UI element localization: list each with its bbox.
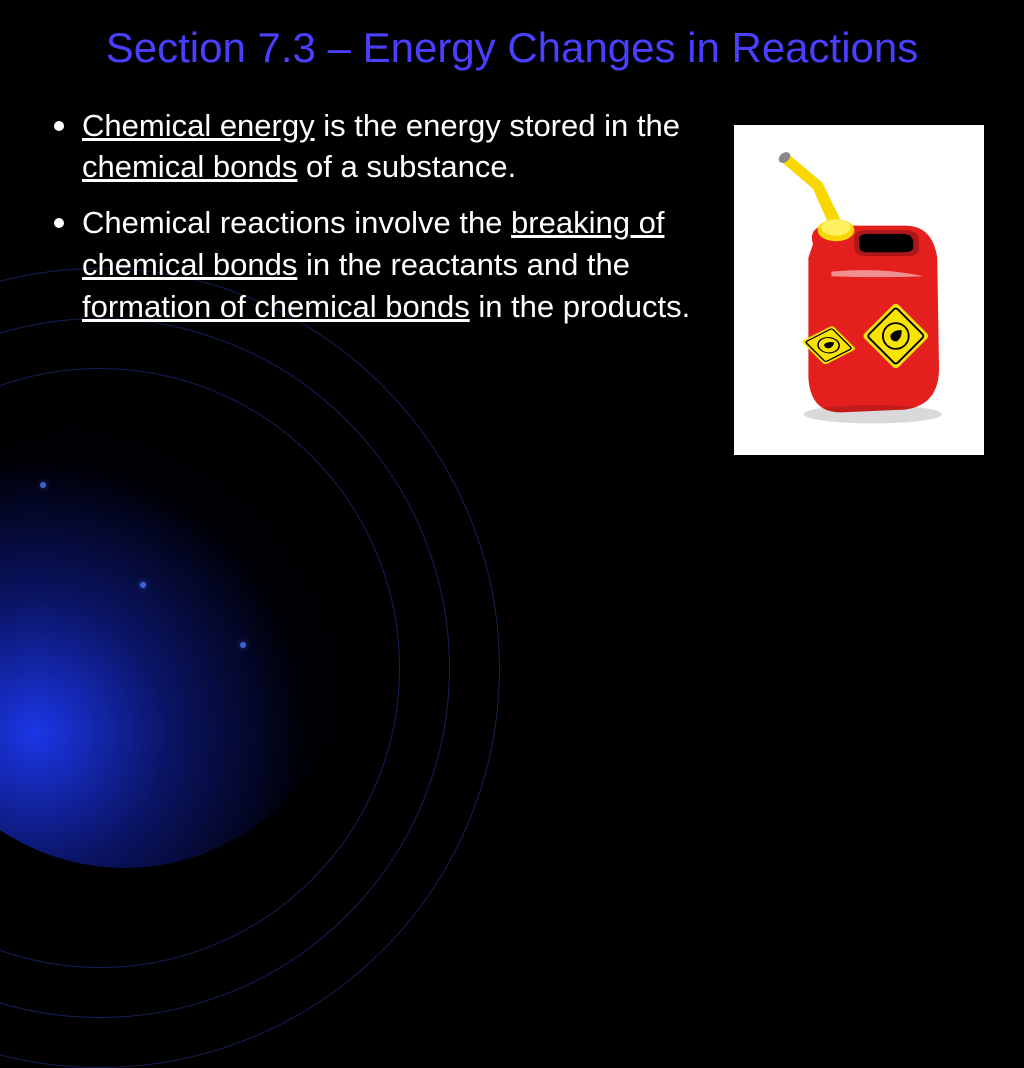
background-dot <box>140 582 146 588</box>
gas-can-image-frame <box>734 125 984 455</box>
bullet-text-segment: formation of chemical bonds <box>82 289 470 324</box>
bullet-item: Chemical reactions involve the breaking … <box>50 202 704 328</box>
bullet-text-segment: chemical bonds <box>82 149 297 184</box>
bullet-text-segment: in the reactants and the <box>297 247 630 282</box>
bullet-text-segment: of a substance. <box>297 149 516 184</box>
slide-body: Chemical energy is the energy stored in … <box>0 75 1024 455</box>
slide-title: Section 7.3 – Energy Changes in Reaction… <box>0 0 1024 75</box>
gas-can-icon <box>744 135 974 445</box>
image-column <box>704 105 984 455</box>
background-arc <box>0 368 400 968</box>
background-dot <box>240 642 246 648</box>
bullet-list-column: Chemical energy is the energy stored in … <box>50 105 704 455</box>
background-dot <box>40 482 46 488</box>
bullet-text-segment: Chemical energy <box>82 108 315 143</box>
bullet-text-segment: Chemical reactions involve the <box>82 205 511 240</box>
bullet-item: Chemical energy is the energy stored in … <box>50 105 704 189</box>
bullet-text-segment: in the products. <box>470 289 691 324</box>
bullet-text-segment: is the energy stored in the <box>315 108 680 143</box>
background-glow <box>0 418 350 868</box>
